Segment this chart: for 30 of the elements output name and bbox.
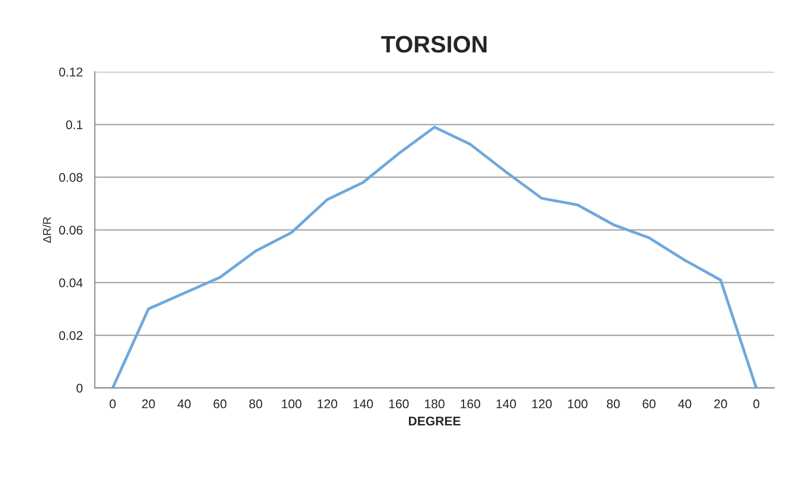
y-axis-title: ΔR/R bbox=[42, 217, 51, 243]
x-axis-title: DEGREE bbox=[408, 416, 460, 426]
x-tick-label: 40 bbox=[678, 399, 692, 408]
x-tick-label: 40 bbox=[178, 399, 191, 408]
y-tick-label: 0.12 bbox=[59, 68, 82, 76]
x-tick-label: 60 bbox=[214, 399, 226, 408]
x-tick-label: 120 bbox=[532, 399, 552, 408]
y-tick-label: 0 bbox=[76, 384, 83, 393]
x-tick-label: 20 bbox=[142, 399, 155, 408]
x-tick-label: 100 bbox=[568, 399, 588, 408]
x-tick-label: 120 bbox=[318, 399, 338, 408]
x-tick-label: 180 bbox=[425, 399, 444, 408]
x-tick-label: 80 bbox=[249, 399, 262, 408]
y-tick-label: 0.06 bbox=[59, 226, 82, 235]
y-tick-label: 0.02 bbox=[59, 331, 82, 340]
y-tick-label: 0.08 bbox=[59, 173, 82, 182]
x-tick-label: 0 bbox=[753, 399, 760, 408]
x-tick-label: 140 bbox=[496, 399, 516, 408]
x-tick-label: 160 bbox=[389, 399, 409, 408]
line-series bbox=[111, 126, 758, 388]
x-tick-label: 100 bbox=[282, 399, 302, 408]
x-tick-label: 20 bbox=[714, 399, 728, 408]
x-tick-label: 140 bbox=[354, 399, 373, 408]
y-tick-label: 0.04 bbox=[59, 278, 83, 288]
x-tick-label: 60 bbox=[642, 399, 656, 408]
x-tick-label: 160 bbox=[460, 399, 480, 408]
x-tick-label: 0 bbox=[110, 399, 116, 408]
y-tick-label: 0.1 bbox=[66, 120, 82, 130]
x-tick-label: 80 bbox=[606, 399, 620, 408]
chart-title: TORSION bbox=[381, 36, 486, 53]
